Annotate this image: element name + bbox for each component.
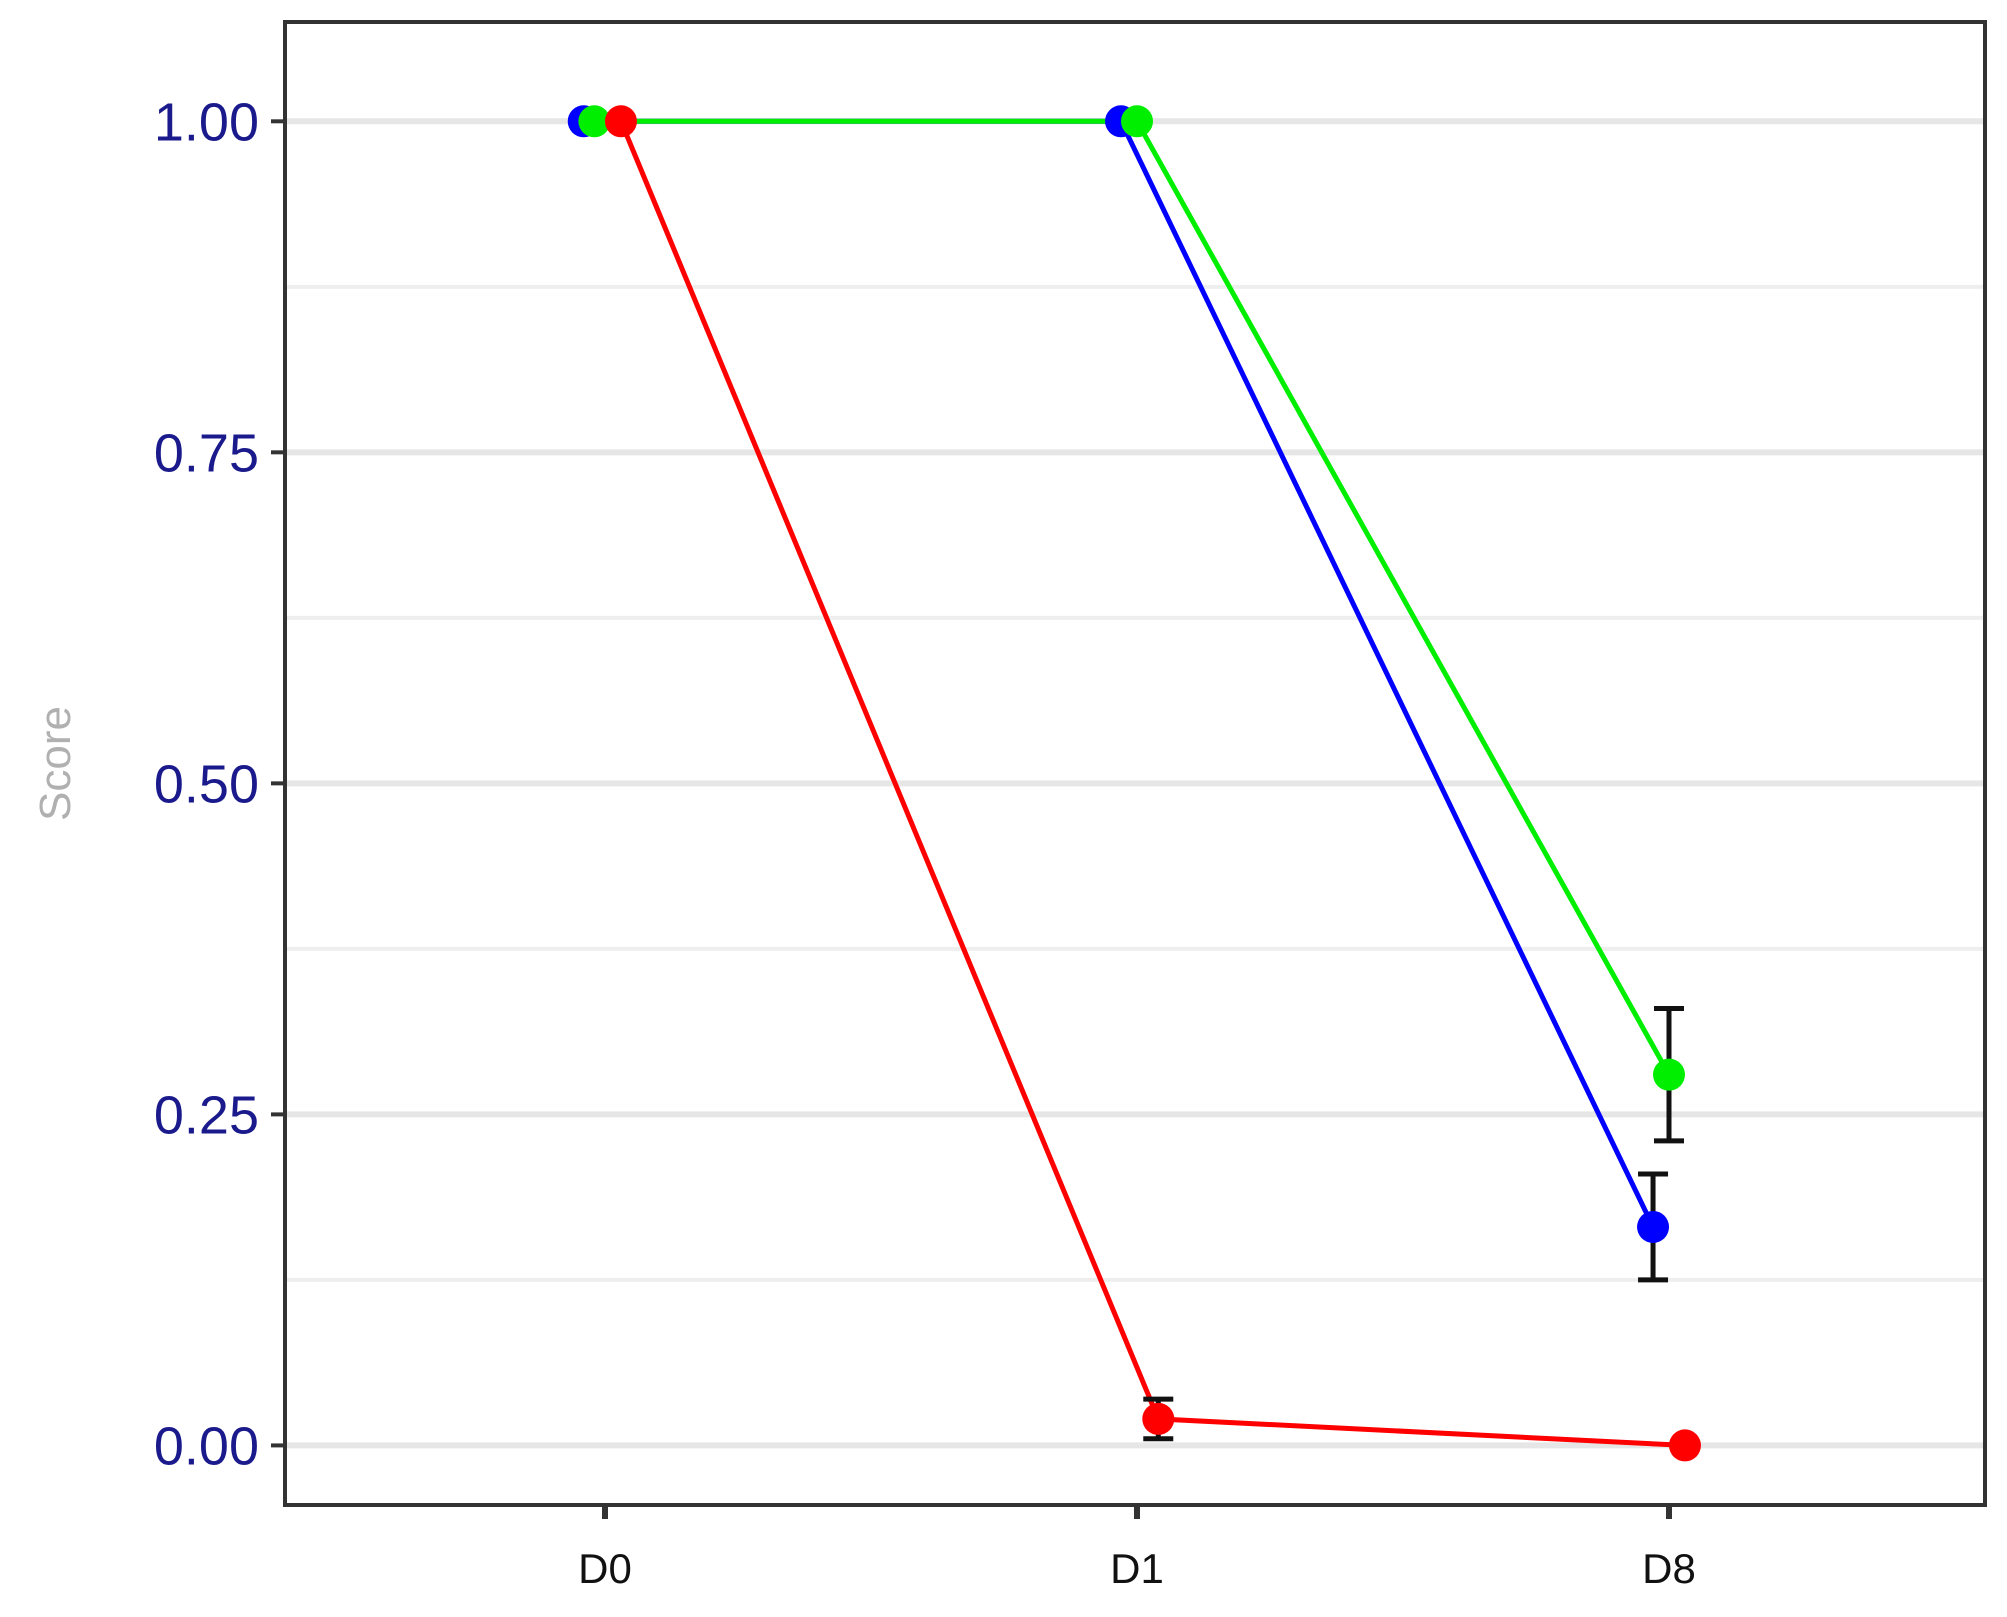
data-point	[1142, 1402, 1175, 1435]
grid	[285, 118, 1985, 1449]
y-tick-label: 1.00	[154, 92, 259, 152]
y-tick-label: 0.25	[154, 1085, 259, 1145]
x-tick-label: D8	[1642, 1545, 1696, 1592]
y-tick-label: 0.75	[154, 423, 259, 483]
x-tick-label: D0	[578, 1545, 632, 1592]
plot-panel-border	[283, 20, 1987, 1507]
data-point	[1121, 105, 1153, 138]
series-layer	[567, 105, 1701, 1462]
axes: 0.00 0.25 0.50 0.75 1.00 D0 D1 D8	[154, 92, 1696, 1592]
data-point	[1653, 1058, 1685, 1091]
x-tick-label: D1	[1110, 1545, 1164, 1592]
data-point	[578, 105, 611, 138]
data-point	[1637, 1210, 1670, 1243]
y-tick-label: 0.00	[154, 1416, 259, 1476]
y-tick-label: 0.50	[154, 754, 259, 814]
series-line	[594, 118, 1672, 1076]
series-group	[594, 118, 1672, 1076]
y-axis-title: Score	[31, 706, 80, 821]
data-point	[604, 105, 637, 138]
data-point	[1668, 1429, 1701, 1462]
